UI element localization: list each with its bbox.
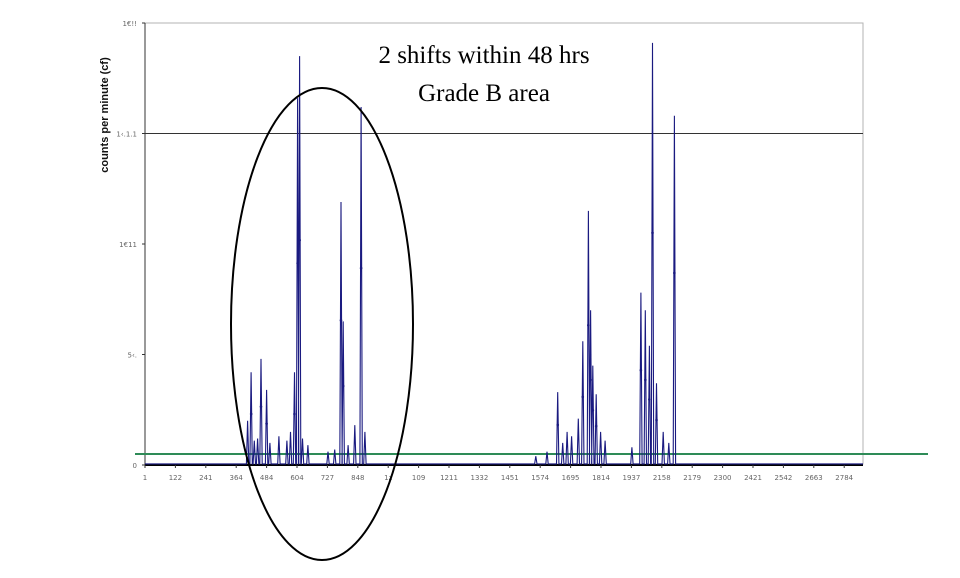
x-tick-label: 2663 <box>805 474 823 482</box>
x-tick-label: 1937 <box>622 474 640 482</box>
chart-title: 2 shifts within 48 hrs <box>378 42 589 69</box>
data-point <box>673 271 676 275</box>
y-tick-label: 0 <box>133 462 137 470</box>
data-point <box>589 378 592 382</box>
data-point <box>639 368 643 372</box>
x-tick-label: 2179 <box>683 474 701 482</box>
x-tick-label: 241 <box>199 474 212 482</box>
y-tick-label: 5‹. <box>128 352 137 360</box>
data-point <box>341 384 345 388</box>
x-tick-label: 364 <box>230 474 244 482</box>
x-tick-label: 2421 <box>744 474 762 482</box>
y-axis-label: counts per minute (cf) <box>99 57 111 173</box>
data-point <box>293 412 296 416</box>
x-tick-label: 1695 <box>562 474 580 482</box>
x-tick-label: 1211 <box>440 474 458 482</box>
x-tick-label: 727 <box>321 474 334 482</box>
y-tick-label: 1€11 <box>119 241 137 249</box>
series-group <box>145 42 863 465</box>
x-tick-label: 2542 <box>774 474 792 482</box>
x-tick-label: 1z <box>384 474 392 482</box>
data-point <box>265 422 268 425</box>
x-tick-label: 1814 <box>592 474 610 482</box>
data-point <box>651 231 654 235</box>
data-point <box>339 319 343 322</box>
chart-subtitle: Grade B area <box>418 80 550 107</box>
x-axis-ticks: 1 122 241 364 484 604 727 848 1z 109 1211 1332 1451 1… <box>143 465 854 482</box>
x-tick-label: 1 <box>143 474 147 482</box>
x-tick-label: 2158 <box>653 474 671 482</box>
data-point <box>296 261 299 265</box>
x-tick-label: 1574 <box>531 474 549 482</box>
x-tick-label: 2784 <box>835 474 853 482</box>
x-tick-label: 1451 <box>501 474 519 482</box>
data-point <box>648 398 651 401</box>
x-tick-label: 848 <box>351 474 364 482</box>
data-point <box>249 412 253 416</box>
data-point <box>259 405 263 408</box>
y-axis-ticks: 0 5‹. 1€11 1‹.1.1 1€!! <box>116 20 145 470</box>
data-point <box>556 423 560 427</box>
x-tick-label: 122 <box>169 474 182 482</box>
data-point <box>591 409 595 412</box>
x-tick-label: 1332 <box>470 474 488 482</box>
data-point <box>644 378 647 382</box>
x-tick-label: 109 <box>412 474 425 482</box>
data-point <box>655 418 658 422</box>
data-point <box>594 424 598 428</box>
data-point <box>359 266 363 270</box>
x-tick-label: 604 <box>290 474 304 482</box>
series-line <box>145 42 863 465</box>
highlight-ellipse <box>230 87 414 561</box>
data-point <box>581 395 585 399</box>
y-tick-label: 1€!! <box>122 20 137 28</box>
data-point <box>587 323 590 327</box>
data-point <box>298 238 301 242</box>
x-tick-label: 484 <box>260 474 274 482</box>
plot-area <box>144 22 864 465</box>
y-tick-label: 1‹.1.1 <box>116 131 137 139</box>
x-tick-label: 2300 <box>714 474 732 482</box>
